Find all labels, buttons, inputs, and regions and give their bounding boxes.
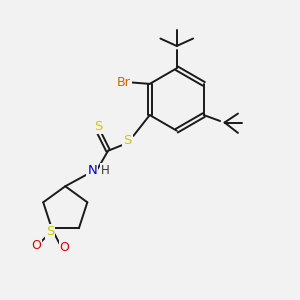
Text: H: H (101, 164, 110, 177)
Text: O: O (59, 241, 69, 254)
Text: O: O (31, 239, 41, 252)
Text: N: N (88, 164, 97, 177)
Text: S: S (46, 225, 54, 238)
Text: S: S (123, 134, 132, 147)
Text: S: S (94, 120, 103, 133)
Text: Br: Br (117, 76, 131, 89)
